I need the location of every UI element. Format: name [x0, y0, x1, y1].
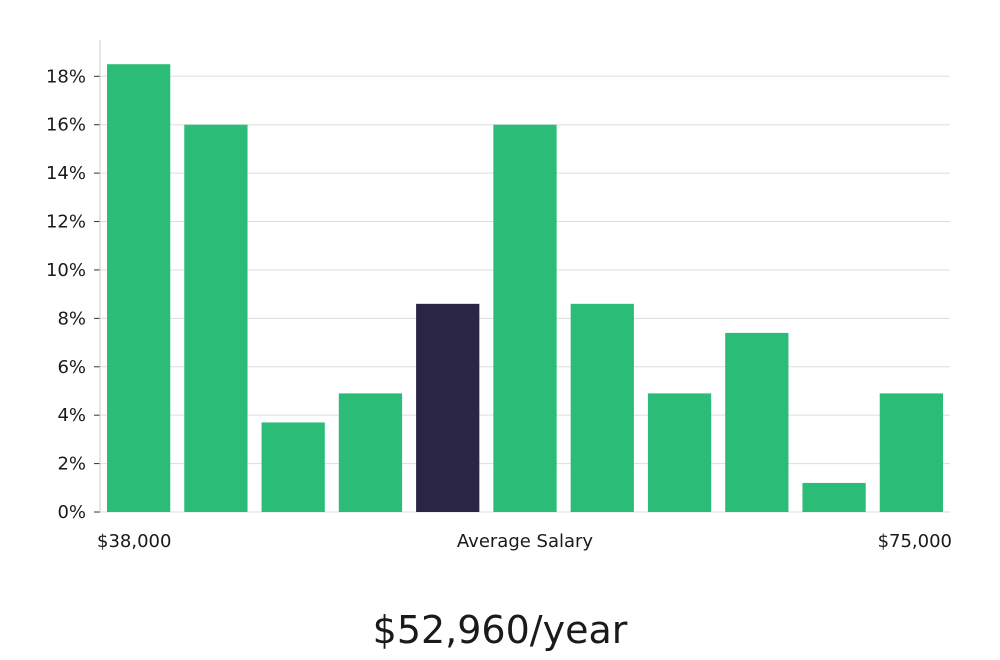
- bar: [261, 422, 325, 512]
- x-label-min: $38,000: [97, 531, 171, 552]
- bar: [647, 393, 712, 512]
- bar: [802, 482, 866, 512]
- y-tick-label: 14%: [46, 163, 86, 184]
- bars: [107, 64, 943, 512]
- y-tick-label: 0%: [57, 502, 86, 523]
- bar-average: [416, 303, 480, 512]
- x-label-average: Average Salary: [457, 531, 594, 552]
- y-tick-label: 4%: [57, 405, 86, 426]
- y-tick-label: 6%: [57, 357, 86, 378]
- salary-histogram: 0% 2% 4% 6% 8% 10% 12% 14% 16% 18% $38,000 Averag…: [46, 40, 952, 552]
- y-tick-label: 2%: [57, 454, 86, 475]
- bar: [184, 124, 248, 512]
- bar: [725, 332, 789, 512]
- bar: [493, 124, 557, 512]
- y-tick-label: 10%: [46, 260, 86, 281]
- bar: [107, 64, 171, 512]
- bar: [879, 393, 943, 512]
- y-tick-label: 8%: [57, 308, 86, 329]
- y-tick-label: 16%: [46, 115, 86, 136]
- y-tick-label: 18%: [46, 66, 86, 87]
- bar: [570, 303, 634, 512]
- y-tick-label: 12%: [46, 212, 86, 233]
- y-axis-ticks: 0% 2% 4% 6% 8% 10% 12% 14% 16% 18%: [46, 66, 100, 523]
- x-label-max: $75,000: [878, 531, 952, 552]
- bar: [338, 393, 403, 512]
- average-salary-value: $52,960/year: [372, 608, 628, 652]
